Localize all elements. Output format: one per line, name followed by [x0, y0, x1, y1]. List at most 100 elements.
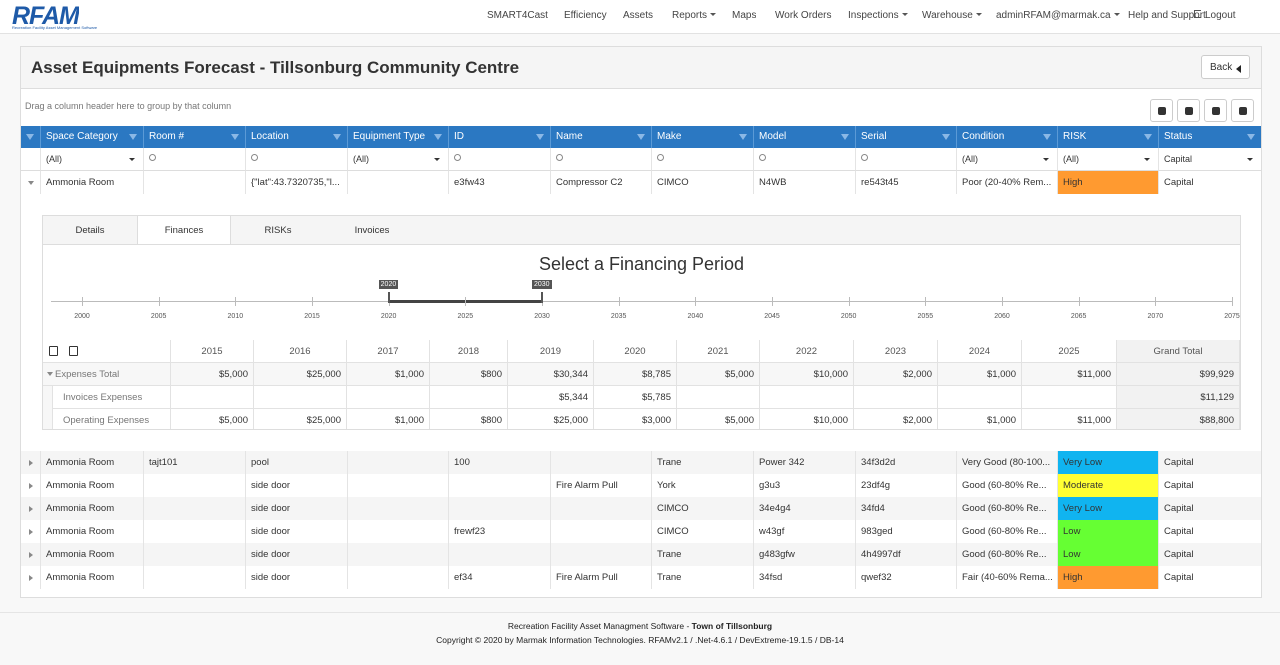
pivot-icon[interactable]: [69, 346, 78, 356]
logo[interactable]: RFAM: [12, 2, 79, 30]
footer-line: Recreation Facility Asset Managment Soft…: [0, 621, 1280, 631]
column-header[interactable]: Equipment Type: [348, 126, 449, 148]
filter-cell[interactable]: [754, 148, 856, 171]
slider-handle[interactable]: [541, 292, 543, 303]
nav-link[interactable]: Warehouse: [922, 10, 982, 21]
pivot-cell: $25,000: [254, 409, 347, 429]
grid-cell: CIMCO: [652, 497, 754, 520]
nav-link[interactable]: Inspections: [848, 10, 908, 21]
slider-tick: [848, 297, 850, 306]
pivot-cell: $25,000: [254, 363, 347, 386]
filter-cell[interactable]: (All): [348, 148, 449, 171]
grid-cell: pool: [246, 451, 348, 474]
column-header[interactable]: Make: [652, 126, 754, 148]
slider-label: 2030: [534, 313, 550, 320]
nav-link[interactable]: Work Orders: [775, 10, 832, 21]
panel: Asset Equipments Forecast - Tillsonburg …: [20, 46, 1262, 598]
navbar: RFAM Recreation Facility Asset Management…: [0, 0, 1280, 34]
nav-link[interactable]: SMART4Cast: [487, 10, 548, 21]
tab[interactable]: Finances: [137, 216, 231, 244]
slider-label: 2045: [764, 313, 780, 320]
panel-header: Asset Equipments Forecast - Tillsonburg …: [21, 47, 1261, 89]
expand-toggle[interactable]: [21, 543, 41, 566]
nav-link[interactable]: Assets: [623, 10, 654, 21]
toolbar-button[interactable]: [1231, 99, 1254, 122]
pivot-column-header: 2015: [171, 340, 254, 363]
filter-cell[interactable]: (All): [957, 148, 1058, 171]
column-header[interactable]: RISK: [1058, 126, 1159, 148]
grid-cell: [348, 451, 449, 474]
grid-cell: 983ged: [856, 520, 957, 543]
filter-cell[interactable]: (All): [1058, 148, 1159, 171]
pivot-cell: $800: [430, 363, 508, 386]
grid-cell: g483gfw: [754, 543, 856, 566]
column-header[interactable]: Location: [246, 126, 348, 148]
grid-cell: frewf23: [449, 520, 551, 543]
filter-cell[interactable]: [856, 148, 957, 171]
expand-toggle[interactable]: [21, 474, 41, 497]
toolbar-button[interactable]: [1204, 99, 1227, 122]
back-button[interactable]: Back: [1201, 55, 1250, 79]
filter-cell[interactable]: Capital: [1159, 148, 1261, 171]
column-header[interactable]: Condition: [957, 126, 1058, 148]
filter-cell[interactable]: [246, 148, 348, 171]
grid-cell: side door: [246, 497, 348, 520]
nav-link[interactable]: Reports: [672, 10, 716, 21]
grid-cell: {"lat":43.7320735,"l...: [246, 171, 348, 194]
group-hint: Drag a column header here to group by th…: [25, 101, 232, 111]
pivot-cell: [854, 386, 938, 409]
nav-link[interactable]: Maps: [732, 10, 757, 21]
column-header[interactable]: Status: [1159, 126, 1261, 148]
nav-link[interactable]: Efficiency: [564, 10, 607, 21]
expand-toggle[interactable]: [21, 171, 41, 194]
grid-cell: side door: [246, 543, 348, 566]
grid-cell: [551, 451, 652, 474]
nav-link[interactable]: Help and Support: [1128, 10, 1206, 21]
tab[interactable]: Details: [75, 225, 105, 236]
pivot-cell: $2,000: [854, 363, 938, 386]
tab[interactable]: RISKs: [264, 225, 292, 236]
slider-tick: [465, 297, 467, 306]
grid-cell: 23df4g: [856, 474, 957, 497]
pivot-column-header: 2017: [347, 340, 430, 363]
nav-link[interactable]: adminRFAM@marmak.ca: [996, 10, 1120, 21]
column-header[interactable]: Model: [754, 126, 856, 148]
filter-cell[interactable]: [652, 148, 754, 171]
pivot-cell: $88,800: [1117, 409, 1240, 429]
column-header[interactable]: Room #: [144, 126, 246, 148]
pivot-indent: [43, 386, 53, 409]
column-header[interactable]: Space Category: [41, 126, 144, 148]
toolbar-button[interactable]: [1150, 99, 1173, 122]
expand-toggle[interactable]: [21, 520, 41, 543]
slider-tick: [1155, 297, 1157, 306]
tab[interactable]: Invoices: [354, 225, 390, 236]
pivot-cell: [1022, 386, 1117, 409]
pivot-cell: $10,000: [760, 363, 854, 386]
toolbar-button[interactable]: [1177, 99, 1200, 122]
column-header[interactable]: ID: [449, 126, 551, 148]
grid-cell: Very Good (80-100...: [957, 451, 1058, 474]
column-header[interactable]: Name: [551, 126, 652, 148]
slider-label: 2025: [457, 313, 474, 320]
slider-label: 2065: [1070, 313, 1087, 320]
filter-cell[interactable]: [551, 148, 652, 171]
filter-cell[interactable]: [144, 148, 246, 171]
column-header[interactable]: Serial: [856, 126, 957, 148]
filter-cell[interactable]: (All): [41, 148, 144, 171]
grid-cell: Ammonia Room: [41, 451, 144, 474]
pivot-icon[interactable]: [49, 346, 58, 356]
pivot-cell: $11,000: [1022, 409, 1117, 429]
expand-toggle[interactable]: [21, 451, 41, 474]
pivot-cell: $11,000: [1022, 363, 1117, 386]
pivot-cell: $11,129: [1117, 386, 1240, 409]
filter-cell[interactable]: [449, 148, 551, 171]
slider-range[interactable]: [388, 300, 542, 303]
expand-toggle[interactable]: [21, 497, 41, 520]
grid-cell: [144, 497, 246, 520]
nav-link[interactable]: Logout: [1194, 10, 1236, 21]
slider-handle[interactable]: [387, 292, 390, 303]
expand-toggle[interactable]: [21, 566, 41, 589]
slider-label: 2000: [74, 313, 90, 320]
pivot-cell: $1,000: [347, 409, 430, 429]
handle-label: 2030: [532, 280, 552, 289]
